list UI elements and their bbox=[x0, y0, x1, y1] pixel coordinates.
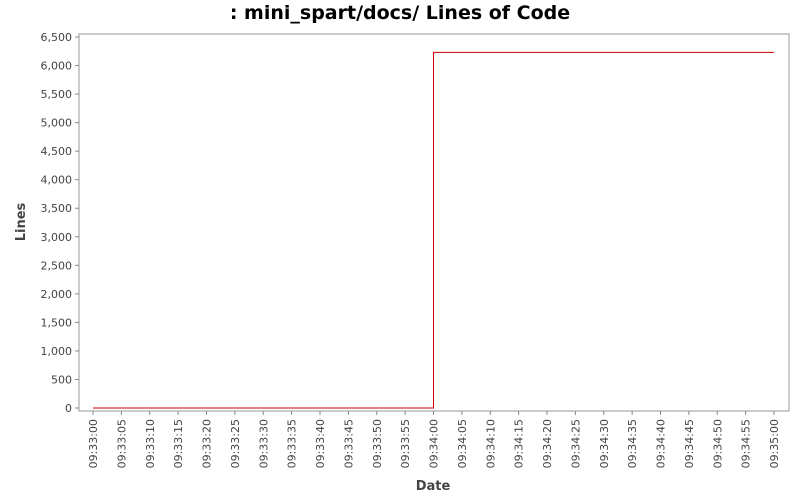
x-tick-label: 09:34:40 bbox=[655, 419, 668, 468]
x-tick-label: 09:33:10 bbox=[144, 419, 157, 468]
y-tick-label: 0 bbox=[65, 402, 72, 415]
x-tick-label: 09:34:50 bbox=[711, 419, 724, 468]
series-line bbox=[93, 51, 774, 409]
x-tick-label: 09:34:55 bbox=[740, 419, 753, 468]
y-tick-label: 1,000 bbox=[41, 345, 73, 358]
x-tick-label: 09:33:50 bbox=[371, 419, 384, 468]
y-tick-label: 1,500 bbox=[41, 316, 73, 329]
y-axis-title: Lines bbox=[14, 202, 29, 241]
x-tick-label: 09:34:05 bbox=[456, 419, 469, 468]
x-tick-label: 09:33:15 bbox=[172, 419, 185, 468]
x-tick-label: 09:34:30 bbox=[598, 419, 611, 468]
x-tick-label: 09:33:40 bbox=[314, 419, 327, 468]
x-tick-label: 09:34:10 bbox=[484, 419, 497, 468]
y-axis: 0 500 1,000 1,500 2,000 2,500 3,000 3,500 4,000 4… bbox=[41, 31, 79, 415]
y-tick-label: 2,000 bbox=[41, 288, 73, 301]
y-tick-label: 500 bbox=[51, 373, 72, 386]
x-tick-label: 09:34:15 bbox=[513, 419, 526, 468]
x-tick-label: 09:34:35 bbox=[626, 419, 639, 468]
x-tick-label: 09:33:55 bbox=[399, 419, 412, 468]
y-tick-label: 4,500 bbox=[41, 145, 73, 158]
x-tick-label: 09:33:30 bbox=[257, 419, 270, 468]
x-tick-label: 09:33:35 bbox=[286, 419, 299, 468]
y-tick-label: 4,000 bbox=[41, 174, 73, 187]
x-tick-label: 09:34:45 bbox=[683, 419, 696, 468]
x-tick-label: 09:35:00 bbox=[768, 419, 781, 468]
x-tick-label: 09:33:25 bbox=[229, 419, 242, 468]
y-tick-label: 6,000 bbox=[41, 60, 73, 73]
y-tick-label: 3,000 bbox=[41, 231, 73, 244]
x-tick-label: 09:34:00 bbox=[428, 419, 441, 468]
x-tick-label: 09:34:25 bbox=[569, 419, 582, 468]
x-tick-label: 09:33:45 bbox=[342, 419, 355, 468]
y-tick-label: 3,500 bbox=[41, 202, 73, 215]
x-tick-label: 09:33:00 bbox=[87, 419, 100, 468]
x-axis: 09:33:00 09:33:05 09:33:10 09:33:15 09:33:20… bbox=[87, 411, 781, 468]
x-tick-label: 09:34:20 bbox=[541, 419, 554, 468]
y-tick-label: 5,500 bbox=[41, 88, 73, 101]
y-tick-label: 6,500 bbox=[41, 31, 73, 44]
x-axis-title: Date bbox=[416, 479, 451, 494]
y-tick-label: 2,500 bbox=[41, 259, 73, 272]
x-tick-label: 09:33:05 bbox=[115, 419, 128, 468]
chart-title: : mini_spart/docs/ Lines of Code bbox=[229, 2, 571, 24]
x-tick-label: 09:33:20 bbox=[201, 419, 214, 468]
y-tick-label: 5,000 bbox=[41, 117, 73, 130]
series-group bbox=[93, 51, 774, 409]
